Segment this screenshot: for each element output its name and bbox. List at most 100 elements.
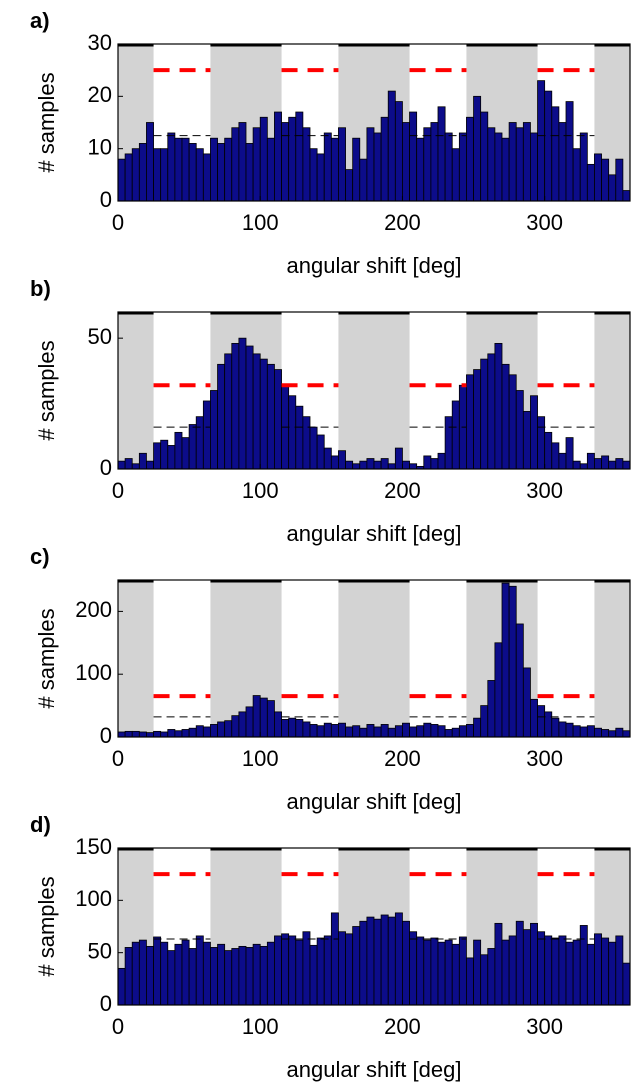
- bar: [238, 945, 247, 1006]
- bar: [558, 452, 567, 470]
- bar: [167, 729, 176, 738]
- bar: [537, 416, 546, 470]
- panel: 0 50 100 150 0 100 200 300 angular shift [deg] # …: [30, 812, 631, 1082]
- bar: [537, 931, 546, 1006]
- bar: [288, 395, 297, 470]
- bar: [138, 731, 147, 738]
- bar: [466, 116, 474, 202]
- bar: [202, 153, 211, 202]
- bar: [594, 153, 602, 202]
- bar: [373, 726, 382, 738]
- bar: [515, 920, 524, 1006]
- x-tick-label: 0: [112, 1014, 124, 1039]
- x-axis-label: angular shift [deg]: [287, 789, 462, 814]
- bar: [210, 137, 218, 202]
- bar: [409, 931, 418, 1006]
- bar: [352, 463, 361, 470]
- shaded-range: [338, 580, 410, 737]
- bar: [444, 939, 453, 1006]
- x-tick-label: 300: [526, 1014, 563, 1039]
- bar: [252, 695, 261, 738]
- bar: [266, 941, 275, 1006]
- bar: [238, 122, 247, 202]
- bar: [565, 101, 574, 202]
- x-tick-label: 300: [526, 478, 563, 503]
- bar: [167, 132, 176, 202]
- y-tick-label: 100: [75, 660, 112, 685]
- bar: [124, 730, 133, 738]
- bar: [608, 730, 617, 738]
- bar: [160, 439, 169, 470]
- bar: [274, 111, 282, 202]
- axes-frame: [117, 43, 631, 202]
- bar: [146, 460, 154, 470]
- y-tick-label: 20: [88, 82, 112, 107]
- bar: [572, 725, 581, 738]
- bar: [252, 127, 261, 202]
- bar: [387, 916, 396, 1006]
- bar: [210, 724, 218, 738]
- bar: [345, 726, 354, 738]
- bar: [352, 137, 361, 202]
- bar: [402, 460, 410, 470]
- bar: [217, 363, 226, 470]
- bar: [551, 717, 560, 738]
- axes-frame: [117, 579, 631, 738]
- bar: [402, 920, 410, 1006]
- x-tick-label: 0: [112, 478, 124, 503]
- bar: [245, 143, 254, 202]
- bar: [309, 148, 318, 202]
- bar: [231, 342, 240, 470]
- bar: [366, 724, 375, 738]
- bar: [323, 935, 332, 1006]
- bar: [281, 933, 290, 1006]
- bar: [409, 111, 418, 202]
- bar: [586, 163, 595, 202]
- bar: [359, 727, 368, 738]
- bar: [387, 463, 396, 470]
- bar: [188, 424, 197, 470]
- bar: [565, 722, 574, 738]
- bar: [444, 729, 453, 738]
- panel: 0 50 0 100 200 300 angular shift [deg] # sample…: [30, 276, 631, 546]
- bar: [494, 342, 503, 470]
- bar: [359, 158, 368, 202]
- bar: [210, 947, 218, 1006]
- shaded-range: [594, 580, 630, 737]
- bar: [174, 431, 183, 470]
- bar: [480, 705, 489, 738]
- bar: [394, 101, 403, 202]
- bar: [423, 127, 432, 202]
- bar: [416, 725, 425, 738]
- bar: [480, 111, 489, 202]
- bar: [508, 585, 517, 738]
- x-tick-label: 300: [526, 746, 563, 771]
- bar: [224, 137, 233, 202]
- bar: [487, 127, 496, 202]
- bar: [309, 724, 318, 738]
- y-axis-label: # samples: [34, 608, 59, 708]
- shaded-range: [594, 312, 630, 469]
- bar: [522, 929, 531, 1006]
- bar: [131, 148, 140, 202]
- bar: [458, 936, 467, 1006]
- bar: [131, 463, 140, 470]
- bar: [437, 725, 446, 738]
- bar: [608, 460, 617, 470]
- bar: [217, 721, 226, 738]
- bar: [508, 935, 517, 1006]
- bar: [274, 369, 282, 470]
- bar: [202, 400, 211, 470]
- bar: [316, 434, 325, 470]
- bar: [224, 950, 233, 1006]
- bar: [202, 726, 211, 738]
- bar: [330, 137, 339, 202]
- bar: [480, 358, 489, 470]
- bar: [338, 931, 346, 1006]
- bar: [544, 90, 553, 202]
- bar: [601, 158, 610, 202]
- bar: [252, 353, 261, 470]
- bar: [451, 400, 460, 470]
- bar: [394, 725, 403, 738]
